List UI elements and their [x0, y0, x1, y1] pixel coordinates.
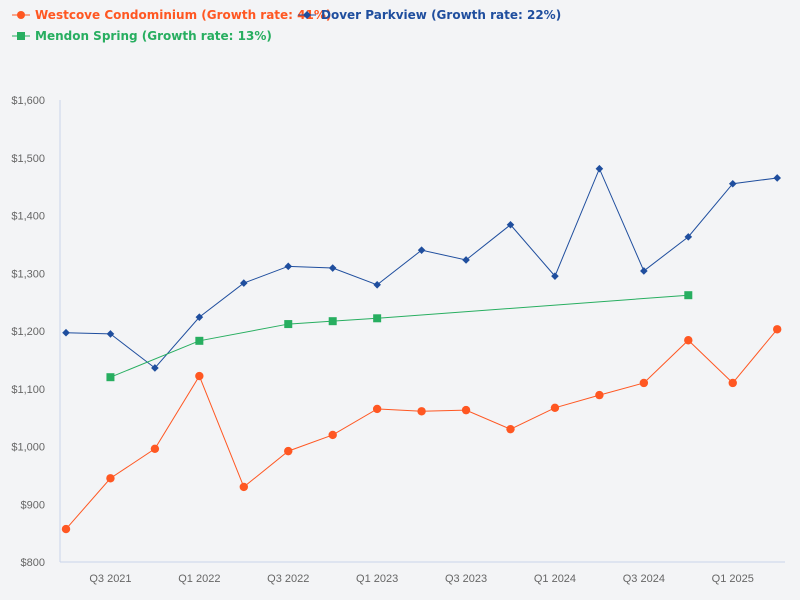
y-tick-label: $800	[21, 557, 45, 569]
x-tick-label: Q1 2025	[712, 573, 754, 585]
series-line-2	[110, 294, 689, 378]
data-point	[684, 336, 693, 345]
legend-item-mendon[interactable]: Mendon Spring (Growth rate: 13%)	[12, 29, 272, 43]
data-point	[506, 424, 515, 434]
data-point	[240, 279, 248, 287]
legend-label: Dover Parkview (Growth rate: 22%)	[321, 8, 562, 22]
data-point	[595, 390, 604, 400]
x-tick-label: Q1 2023	[356, 573, 398, 585]
y-tick-label: $1,200	[11, 326, 45, 338]
data-point	[684, 233, 693, 241]
y-tick-label: $1,600	[11, 95, 45, 107]
x-tick-label: Q3 2022	[267, 573, 309, 585]
y-tick-label: $1,000	[11, 442, 45, 454]
data-point	[195, 336, 204, 345]
data-point	[550, 403, 560, 413]
y-tick-label: $1,400	[11, 211, 45, 223]
legend-item-dover[interactable]: Dover Parkview (Growth rate: 22%)	[298, 8, 561, 22]
data-point	[640, 267, 648, 275]
data-point	[106, 330, 115, 338]
x-tick-label: Q3 2024	[623, 573, 665, 585]
diamond-marker-icon	[298, 11, 316, 19]
data-point	[461, 405, 471, 415]
y-tick-label: $1,300	[11, 268, 45, 280]
data-point	[462, 256, 470, 264]
data-point	[284, 320, 293, 329]
data-point	[150, 444, 160, 454]
data-point	[417, 407, 426, 416]
legend-label: Westcove Condominium (Growth rate: 41%)	[35, 8, 332, 22]
data-point	[773, 325, 782, 334]
circle-marker-icon	[12, 11, 30, 19]
x-tick-label: Q1 2024	[534, 573, 576, 585]
y-tick-label: $900	[21, 499, 45, 511]
data-point	[328, 430, 337, 440]
data-point	[328, 317, 337, 326]
data-point	[684, 291, 693, 300]
data-point	[106, 474, 115, 483]
x-tick-label: Q3 2021	[89, 573, 131, 585]
data-point	[639, 378, 649, 388]
data-point	[284, 262, 293, 271]
data-point	[728, 378, 737, 388]
data-point	[372, 404, 382, 414]
x-tick-label: Q3 2023	[445, 573, 487, 585]
data-point	[373, 314, 382, 323]
data-point	[151, 364, 159, 372]
data-point	[61, 524, 71, 534]
series-line-0	[65, 328, 778, 530]
data-point	[506, 220, 515, 229]
y-tick-label: $1,500	[11, 153, 45, 165]
data-point	[595, 164, 604, 173]
x-tick-label: Q1 2022	[178, 573, 220, 585]
data-point	[773, 174, 781, 182]
legend-label: Mendon Spring (Growth rate: 13%)	[35, 29, 272, 43]
data-point	[284, 446, 293, 456]
data-point	[195, 313, 204, 321]
data-point	[195, 371, 204, 381]
data-point	[106, 373, 115, 382]
square-marker-icon	[12, 32, 30, 40]
data-point	[373, 281, 381, 289]
data-point	[551, 272, 559, 280]
data-point	[62, 328, 70, 337]
legend-item-westcove[interactable]: Westcove Condominium (Growth rate: 41%)	[12, 8, 331, 22]
data-point	[728, 179, 737, 188]
data-point	[328, 264, 337, 272]
series-line-1	[65, 167, 778, 369]
data-point	[417, 246, 426, 254]
y-tick-label: $1,100	[11, 384, 45, 396]
data-point	[239, 482, 248, 492]
